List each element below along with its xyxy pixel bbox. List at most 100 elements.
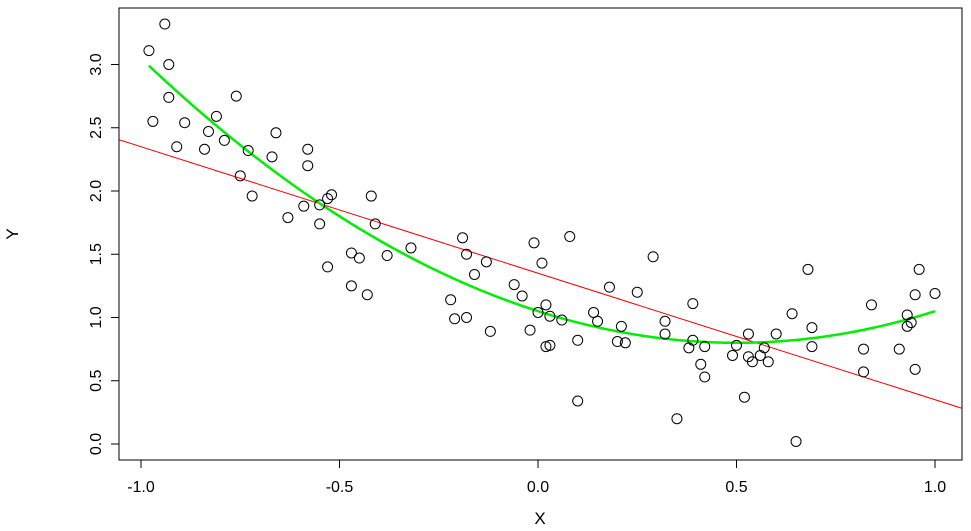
x-tick-label: 0.5	[725, 479, 747, 496]
data-point	[457, 232, 469, 244]
data-point	[742, 328, 754, 340]
data-point	[147, 115, 159, 127]
data-point	[199, 143, 211, 155]
data-point	[445, 294, 457, 306]
data-point	[905, 317, 917, 329]
data-point	[544, 310, 556, 322]
data-point	[270, 127, 282, 139]
data-point	[461, 248, 473, 260]
y-tick-label: 2.5	[88, 117, 105, 139]
data-point	[282, 212, 294, 224]
y-axis-title: Y	[3, 228, 22, 239]
data-point	[758, 342, 770, 354]
data-point	[242, 145, 254, 157]
y-tick-label: 0.0	[88, 433, 105, 455]
data-point	[659, 328, 671, 340]
data-point	[532, 306, 544, 318]
data-point	[858, 343, 870, 355]
data-point	[619, 337, 631, 349]
data-point	[524, 324, 536, 336]
data-point	[484, 325, 496, 337]
data-point	[746, 356, 758, 368]
x-tick-label: 0.0	[527, 479, 549, 496]
data-point	[508, 279, 520, 291]
data-point	[353, 252, 365, 264]
plot-frame	[118, 7, 963, 461]
data-point	[731, 339, 742, 351]
data-point	[564, 231, 576, 243]
x-axis: -1.0 -0.5 0.0 0.5 1.0	[127, 459, 946, 496]
quadratic-fit-curve	[148, 64, 936, 345]
y-tick-label: 1.0	[88, 306, 105, 328]
data-point	[647, 251, 659, 263]
data-point	[671, 413, 683, 425]
data-point	[901, 320, 913, 332]
data-point	[302, 160, 314, 172]
data-point	[806, 341, 818, 353]
data-point	[540, 299, 552, 311]
data-point	[246, 190, 258, 202]
data-point	[592, 315, 604, 327]
data-point	[909, 363, 921, 375]
data-point	[163, 91, 175, 103]
data-point	[461, 312, 473, 323]
data-point	[770, 328, 782, 340]
data-point	[516, 290, 528, 302]
data-point	[202, 126, 214, 138]
data-point	[528, 237, 540, 249]
data-point	[611, 336, 623, 348]
data-point	[468, 268, 480, 280]
data-point	[171, 141, 183, 153]
x-tick-label: -1.0	[127, 479, 155, 496]
x-tick-label: 1.0	[924, 479, 946, 496]
data-point	[345, 280, 357, 292]
data-point	[405, 242, 417, 254]
data-point	[314, 199, 326, 211]
data-point	[572, 334, 584, 346]
data-point	[322, 193, 334, 205]
data-point	[699, 371, 711, 383]
data-point	[727, 349, 739, 361]
data-point	[802, 263, 814, 275]
data-point	[556, 314, 568, 326]
data-point	[858, 366, 870, 378]
data-point	[536, 257, 548, 269]
data-point	[893, 343, 905, 355]
data-point	[179, 117, 191, 129]
data-point	[603, 281, 615, 293]
data-point	[369, 218, 381, 230]
x-tick-label: -0.5	[326, 479, 354, 496]
data-point	[365, 190, 377, 202]
y-tick-label: 0.5	[88, 370, 105, 392]
data-point	[865, 299, 877, 311]
data-point	[210, 110, 222, 122]
data-point	[302, 143, 314, 155]
y-tick-label: 1.5	[88, 243, 105, 265]
data-point	[909, 289, 921, 301]
data-point	[786, 308, 798, 320]
data-point	[381, 250, 393, 262]
data-point	[159, 18, 171, 30]
data-point	[572, 395, 584, 407]
data-point	[588, 306, 600, 318]
data-point	[738, 391, 750, 403]
y-tick-label: 2.0	[88, 180, 105, 202]
linear-fit-line	[119, 139, 962, 409]
data-point	[361, 289, 373, 301]
x-axis-title: X	[534, 509, 545, 528]
data-point	[449, 313, 461, 325]
data-point	[266, 151, 278, 163]
data-point	[234, 170, 246, 182]
data-point	[480, 256, 492, 268]
data-point	[322, 261, 334, 273]
data-point	[699, 341, 711, 353]
data-point	[218, 134, 230, 146]
data-point	[659, 315, 671, 327]
data-point	[345, 247, 357, 259]
y-tick-label: 3.0	[88, 53, 105, 75]
data-point	[544, 339, 556, 351]
data-point	[762, 356, 774, 368]
data-point	[631, 286, 643, 298]
data-point	[230, 90, 242, 102]
